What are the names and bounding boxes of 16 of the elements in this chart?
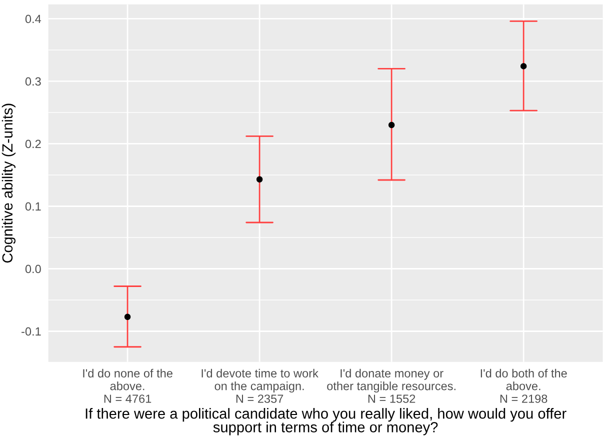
x-tick-label: I'd do none of the above. N = 4761 — [83, 368, 172, 403]
x-tick-label: I'd do both of the above. N = 2198 — [480, 368, 567, 403]
x-tick-label: I'd donate money or other tangible resources. N = 1552 — [327, 368, 456, 403]
y-tick-label: 0.4 — [25, 14, 42, 24]
y-tick-label: -0.1 — [22, 327, 41, 336]
x-axis-title: If there were a political candidate who you really liked, how would you offer support in terms of time or money? — [86, 408, 566, 436]
x-tick-label: I'd devote time to work on the campaign. N = 2357 — [202, 368, 318, 403]
y-tick-label: 0.1 — [25, 202, 41, 211]
point — [124, 314, 131, 320]
point — [520, 63, 527, 70]
y-tick-label: 0.2 — [25, 140, 41, 148]
y-tick-label: 0.0 — [25, 264, 41, 274]
y-axis-title: Cognitive ability (Z-units) — [2, 104, 16, 263]
y-tick-label: 0.3 — [25, 77, 41, 86]
point — [388, 122, 395, 128]
point — [256, 176, 263, 182]
